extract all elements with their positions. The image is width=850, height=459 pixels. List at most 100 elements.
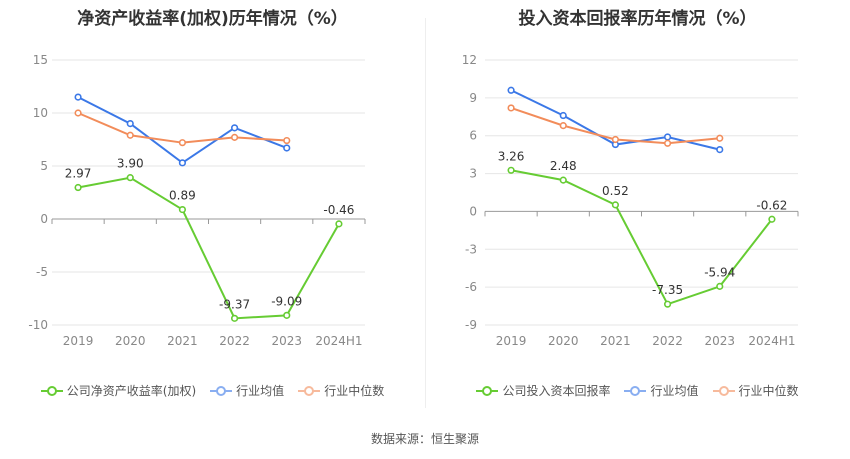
series-line: [510, 169, 773, 306]
x-tick-label: 2024H1: [748, 334, 795, 348]
legend-item[interactable]: 公司投入资本回报率: [476, 382, 610, 399]
chart-title: 投入资本回报率历年情况（%）: [518, 9, 757, 29]
x-tick-label: 2022: [219, 334, 250, 348]
roe-chart-plot: 15 10 5 0 -5 -10 2019 2020 2021 2022 2023 2024H1 2.9…: [28, 53, 366, 348]
data-point[interactable]: [283, 311, 291, 319]
y-tick-label: 3: [469, 167, 477, 181]
roic-chart-panel: 投入资本回报率历年情况（%） 12 9 6 3 0 -3 -6 -9 2019 2020 2021 2…: [425, 0, 850, 420]
data-point[interactable]: [611, 135, 620, 144]
roic-chart-legend: 公司投入资本回报率 行业均值 行业中位数: [425, 382, 850, 399]
data-point[interactable]: [74, 183, 82, 192]
data-point[interactable]: [74, 93, 82, 101]
data-label: 2.48: [550, 159, 577, 173]
legend-item[interactable]: 行业中位数: [298, 382, 384, 399]
x-tick-label: 2022: [652, 334, 683, 348]
legend-label: 公司投入资本回报率: [502, 384, 611, 398]
data-label: 0.52: [602, 184, 629, 198]
data-label: -5.94: [704, 265, 735, 279]
x-tick-label: 2021: [600, 334, 631, 348]
data-point[interactable]: [126, 174, 134, 182]
legend-swatch-icon: [40, 385, 63, 397]
data-label: -7.35: [652, 283, 683, 297]
y-tick-label: -6: [465, 280, 477, 294]
legend-item[interactable]: 行业均值: [624, 382, 699, 399]
data-point[interactable]: [74, 109, 82, 117]
roic-chart-plot: 12 9 6 3 0 -3 -6 -9 2019 2020 2021 2022 2023 2024H1 3.…: [462, 53, 799, 348]
data-point[interactable]: [178, 205, 187, 214]
y-tick-label: -5: [36, 265, 48, 279]
y-tick-label: 15: [33, 53, 48, 67]
legend-swatch-icon: [210, 385, 233, 397]
y-tick-label: 9: [469, 91, 477, 105]
x-tick-label: 2024H1: [315, 334, 362, 348]
roe-chart-panel: 净资产收益率(加权)历年情况（%） 15 10 5 0 -5 -10 2019 2020 202…: [0, 0, 425, 420]
chart-title: 净资产收益率(加权)历年情况（%）: [77, 9, 348, 29]
y-tick-label: 0: [40, 212, 48, 226]
series-line: [77, 112, 287, 144]
legend-label: 行业中位数: [738, 384, 799, 398]
data-point[interactable]: [283, 144, 291, 152]
x-tick-label: 2021: [167, 334, 198, 348]
legend-swatch-icon: [624, 385, 647, 397]
data-point[interactable]: [716, 134, 724, 142]
data-source-note: 数据来源：恒生聚源: [370, 432, 479, 446]
data-point[interactable]: [663, 300, 672, 308]
series-line: [77, 176, 340, 320]
data-label: -9.09: [271, 294, 302, 308]
data-point[interactable]: [663, 133, 672, 141]
data-point[interactable]: [230, 314, 239, 322]
data-label: -0.46: [323, 203, 354, 217]
legend-label: 行业均值: [236, 384, 285, 398]
data-label: 2.97: [65, 167, 92, 181]
data-point[interactable]: [230, 124, 239, 132]
data-label: 3.26: [498, 149, 525, 163]
legend-label: 公司净资产收益率(加权): [66, 384, 197, 398]
data-point[interactable]: [559, 122, 567, 130]
legend-swatch-icon: [476, 385, 499, 397]
data-label: -0.62: [756, 198, 787, 212]
data-point[interactable]: [716, 282, 724, 290]
data-point[interactable]: [768, 215, 776, 223]
x-tick-label: 2023: [704, 334, 735, 348]
data-point[interactable]: [178, 139, 187, 147]
data-point[interactable]: [611, 201, 620, 209]
roe-chart-legend: 公司净资产收益率(加权) 行业均值 行业中位数: [0, 382, 425, 399]
data-label: 0.89: [169, 189, 196, 203]
data-point[interactable]: [716, 145, 724, 154]
x-tick-label: 2020: [548, 334, 579, 348]
y-tick-label: -9: [465, 318, 477, 332]
legend-item[interactable]: 行业中位数: [712, 382, 799, 399]
x-tick-label: 2020: [115, 334, 146, 348]
data-point[interactable]: [507, 166, 515, 174]
y-tick-label: 10: [33, 106, 48, 120]
data-point[interactable]: [663, 139, 672, 147]
data-point[interactable]: [559, 176, 567, 184]
data-point[interactable]: [507, 86, 515, 94]
y-tick-label: -3: [465, 242, 477, 256]
data-point[interactable]: [507, 104, 515, 112]
data-point[interactable]: [283, 136, 291, 145]
legend-swatch-icon: [712, 385, 735, 397]
x-tick-label: 2019: [496, 334, 527, 348]
x-tick-label: 2023: [271, 334, 302, 348]
legend-item[interactable]: 行业均值: [210, 382, 284, 399]
y-tick-label: 12: [462, 53, 477, 67]
data-point[interactable]: [335, 220, 343, 228]
data-label: 3.90: [117, 157, 144, 171]
data-point[interactable]: [126, 131, 134, 139]
y-tick-label: 6: [469, 129, 477, 143]
y-tick-label: -10: [28, 318, 48, 332]
data-point[interactable]: [559, 111, 567, 120]
y-tick-label: 5: [40, 159, 48, 173]
x-tick-label: 2019: [63, 334, 94, 348]
data-point[interactable]: [126, 119, 134, 128]
data-point[interactable]: [178, 159, 187, 167]
legend-item[interactable]: 公司净资产收益率(加权): [40, 382, 197, 399]
series-line: [77, 96, 288, 165]
y-tick-label: 0: [469, 204, 477, 218]
panel-divider: [425, 18, 426, 408]
legend-label: 行业均值: [650, 384, 699, 398]
data-point[interactable]: [230, 133, 239, 141]
data-label: -9.37: [219, 297, 250, 311]
legend-label: 行业中位数: [324, 384, 385, 398]
